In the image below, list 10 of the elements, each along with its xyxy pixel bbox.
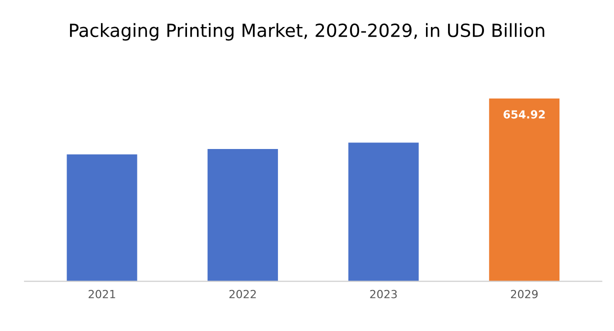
x-tick-label: 2029 — [510, 290, 538, 298]
chart-title: Packaging Printing Market, 2020-2029, in USD Billion — [70, 23, 544, 41]
bar — [208, 149, 278, 282]
bar — [66, 154, 138, 282]
x-tick-label: 2021 — [88, 290, 116, 298]
x-tick-label: 2022 — [229, 290, 256, 298]
data-label: 654.92 — [504, 110, 545, 119]
x-tick-label: 2023 — [370, 290, 397, 298]
bar — [489, 98, 560, 282]
bar — [348, 142, 419, 282]
